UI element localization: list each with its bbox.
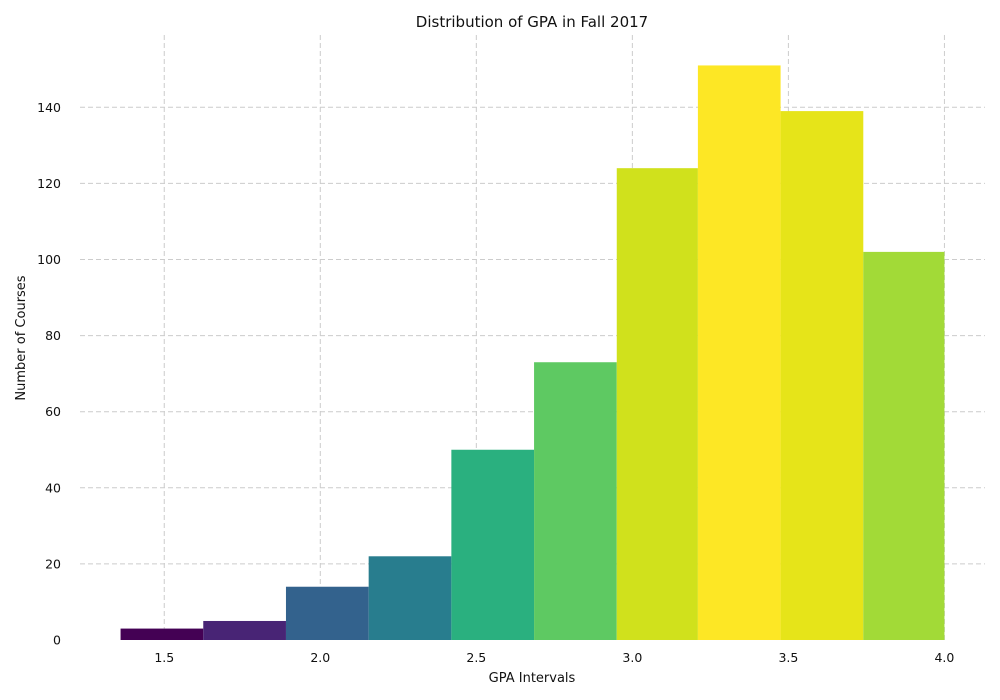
histogram-bar xyxy=(285,586,369,640)
x-tick-label: 1.5 xyxy=(154,650,174,665)
x-tick-label: 2.5 xyxy=(466,650,486,665)
histogram-bar xyxy=(863,251,945,641)
y-tick-labels: 0 20 40 60 80 100 120 140 xyxy=(37,100,61,648)
y-tick-label: 60 xyxy=(45,404,61,419)
x-axis-label: GPA Intervals xyxy=(489,671,576,686)
x-tick-label: 3.5 xyxy=(778,650,798,665)
histogram-bar xyxy=(697,65,781,641)
histogram-bar xyxy=(451,449,535,640)
histogram-bar xyxy=(368,556,452,640)
y-tick-label: 140 xyxy=(37,100,61,115)
y-tick-label: 0 xyxy=(53,633,61,648)
bars xyxy=(120,65,945,641)
histogram-bar xyxy=(120,628,204,640)
y-tick-label: 100 xyxy=(37,252,61,267)
y-tick-label: 20 xyxy=(45,556,61,571)
y-tick-label: 120 xyxy=(37,176,61,191)
histogram-bar xyxy=(203,620,286,640)
x-tick-labels: 1.5 2.0 2.5 3.0 3.5 4.0 xyxy=(154,650,954,665)
histogram-bar xyxy=(780,111,864,640)
y-tick-label: 40 xyxy=(45,480,61,495)
x-tick-label: 3.0 xyxy=(622,650,642,665)
x-tick-label: 4.0 xyxy=(934,650,954,665)
histogram-bar xyxy=(534,362,617,640)
y-tick-label: 80 xyxy=(45,328,61,343)
x-tick-label: 2.0 xyxy=(310,650,330,665)
chart-title: Distribution of GPA in Fall 2017 xyxy=(416,13,648,31)
histogram-bar xyxy=(616,168,698,641)
y-axis-label: Number of Courses xyxy=(14,275,29,400)
